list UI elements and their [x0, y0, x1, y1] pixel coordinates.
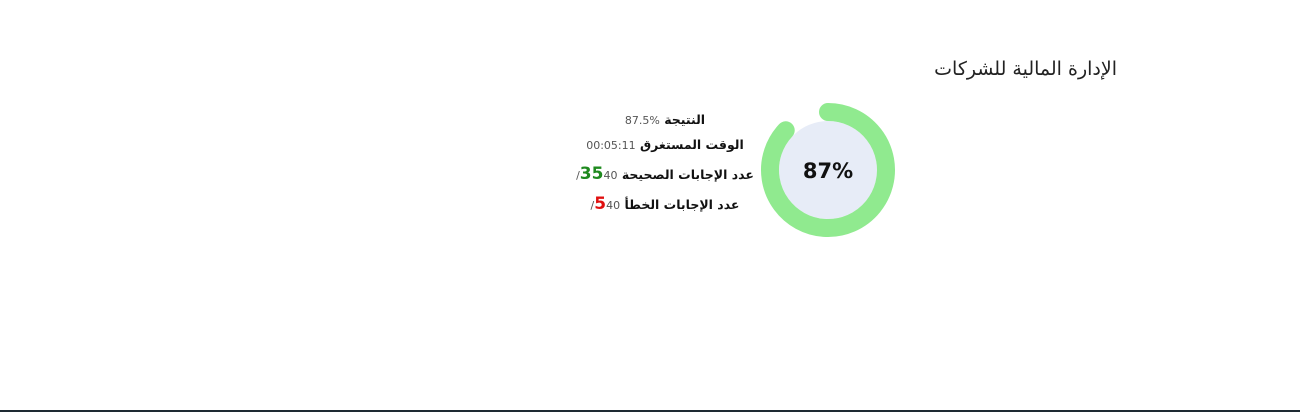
bottom-divider	[0, 410, 1300, 412]
time-label: الوقت المستغرق	[639, 137, 744, 152]
time-value: 00:05:11	[586, 139, 636, 152]
wrong-row: عدد الإجابات الخطأ 540/	[545, 194, 785, 220]
result-row: النتيجة %87.5	[545, 112, 785, 137]
score-ring: 87%	[761, 103, 895, 237]
wrong-count: 5	[594, 194, 607, 214]
time-row: الوقت المستغرق 00:05:11	[545, 137, 785, 164]
ring-inner	[779, 121, 877, 219]
result-value: %87.5	[624, 114, 660, 127]
correct-row: عدد الإجابات الصحيحة 3540/	[545, 164, 785, 194]
quiz-title: الإدارة المالية للشركات	[934, 58, 1117, 80]
ring-percent-text: 87%	[803, 159, 853, 183]
correct-count: 35	[579, 164, 604, 184]
correct-total: 40/	[576, 169, 618, 182]
wrong-total: 40/	[590, 199, 621, 212]
ring-progress-arc	[761, 103, 895, 237]
wrong-label: عدد الإجابات الخطأ	[624, 197, 740, 212]
correct-label: عدد الإجابات الصحيحة	[621, 167, 754, 182]
result-stats: النتيجة %87.5 الوقت المستغرق 00:05:11 عد…	[545, 112, 785, 220]
result-label: النتيجة	[664, 112, 706, 127]
